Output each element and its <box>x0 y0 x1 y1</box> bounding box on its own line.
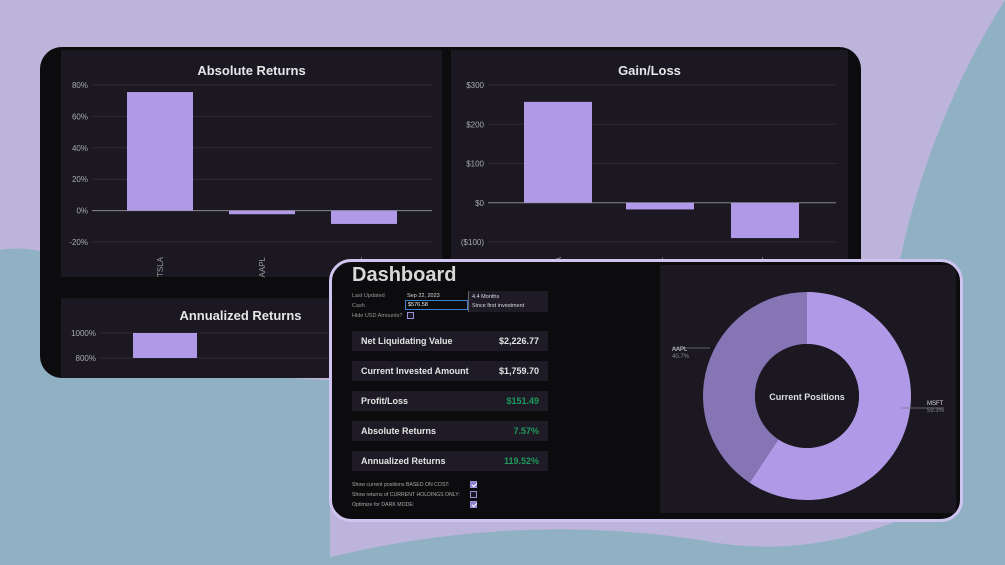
cash-input[interactable]: $576.58 <box>405 300 468 310</box>
metric-card: Current Invested Amount $1,759.70 <box>352 361 548 381</box>
metric-label: Absolute Returns <box>361 426 437 436</box>
dashboard-window: Dashboard Last Updated Sep 22, 2023 Cash… <box>329 259 963 522</box>
y-tick-label: $100 <box>466 160 484 169</box>
y-tick-label: 20% <box>72 175 88 184</box>
duration-caption: Since first investment <box>472 303 525 309</box>
duration-value: 4.4 Months <box>472 294 500 300</box>
chart-title: Absolute Returns <box>197 63 306 78</box>
y-tick-label: $300 <box>466 81 484 90</box>
y-tick-label: 60% <box>72 112 88 121</box>
pie-percent: 40.7% <box>672 354 690 360</box>
bar-aapl <box>229 210 295 215</box>
y-tick-label: 1000% <box>71 329 96 338</box>
page-title: Dashboard <box>352 264 457 286</box>
positions-panel: Current Positions MSFT 59.3% AAPL 40.7% <box>660 265 956 513</box>
metric-card: Profit/Loss $151.49 <box>352 391 548 411</box>
metric-label: Annualized Returns <box>361 456 446 466</box>
metric-label: Current Invested Amount <box>361 366 469 376</box>
chart-center-title: Current Positions <box>769 392 845 402</box>
hide-usd-label: Hide USD Amounts? <box>352 313 403 319</box>
option-checkbox[interactable] <box>470 481 477 488</box>
x-tick-label: TSLA <box>156 256 165 277</box>
y-tick-label: 40% <box>72 144 88 153</box>
hide-usd-checkbox[interactable] <box>407 312 414 319</box>
chart-title: Gain/Loss <box>618 63 681 78</box>
duration-card: 4.4 Months Since first investment <box>468 291 548 312</box>
x-tick-label: AAPL <box>258 256 267 277</box>
bar-charts: 80%60%40%20%0%-20%TSLAAAPLMSFT$300$200$1… <box>69 81 836 363</box>
y-tick-label: 800% <box>76 354 96 363</box>
pie-slice-aapl[interactable] <box>703 292 807 483</box>
pie-percent: 59.3% <box>927 408 945 414</box>
pie-label: AAPL <box>672 347 688 353</box>
y-tick-label: ($100) <box>461 238 484 247</box>
bar-msft <box>731 202 799 239</box>
last-updated-label: Last Updated <box>352 293 385 299</box>
metric-value: 119.52% <box>503 456 539 466</box>
last-updated-value: Sep 22, 2023 <box>407 293 440 299</box>
y-tick-label: -20% <box>69 238 88 247</box>
bar-tsla <box>127 92 193 211</box>
cash-label: Cash <box>352 303 365 309</box>
bar-tsla <box>133 333 197 358</box>
metric-label: Net Liquidating Value <box>361 336 453 346</box>
bar-tsla <box>524 101 592 203</box>
metric-value: 7.57% <box>513 426 539 436</box>
metric-card: Absolute Returns 7.57% <box>352 421 548 441</box>
metric-value: $2,226.77 <box>498 336 539 346</box>
absolute-returns-panel: Absolute Returns <box>61 50 442 277</box>
metric-value: $151.49 <box>506 396 539 406</box>
option-label: Show current positions BASED ON COST: <box>352 482 450 488</box>
pie-slice-msft[interactable] <box>749 292 911 500</box>
bar-aapl <box>626 202 694 210</box>
option-label: Optimize for DARK MODE: <box>352 502 415 508</box>
bar-msft <box>331 210 397 224</box>
y-tick-label: $200 <box>466 120 484 129</box>
chart-title: Annualized Returns <box>179 308 302 323</box>
metric-card: Annualized Returns 119.52% <box>352 451 548 471</box>
y-tick-label: $0 <box>475 199 484 208</box>
pie-label: MSFT <box>927 401 944 407</box>
option-checkbox[interactable] <box>470 501 477 508</box>
metric-label: Profit/Loss <box>361 396 409 406</box>
option-label: Show returns of CURRENT HOLDINGS ONLY: <box>352 492 460 498</box>
y-tick-label: 80% <box>72 81 88 90</box>
metric-value: $1,759.70 <box>498 366 539 376</box>
metric-card: Net Liquidating Value $2,226.77 <box>352 331 548 351</box>
option-checkbox[interactable] <box>470 491 477 498</box>
donut-hole <box>755 344 859 448</box>
y-tick-label: 0% <box>76 207 88 216</box>
